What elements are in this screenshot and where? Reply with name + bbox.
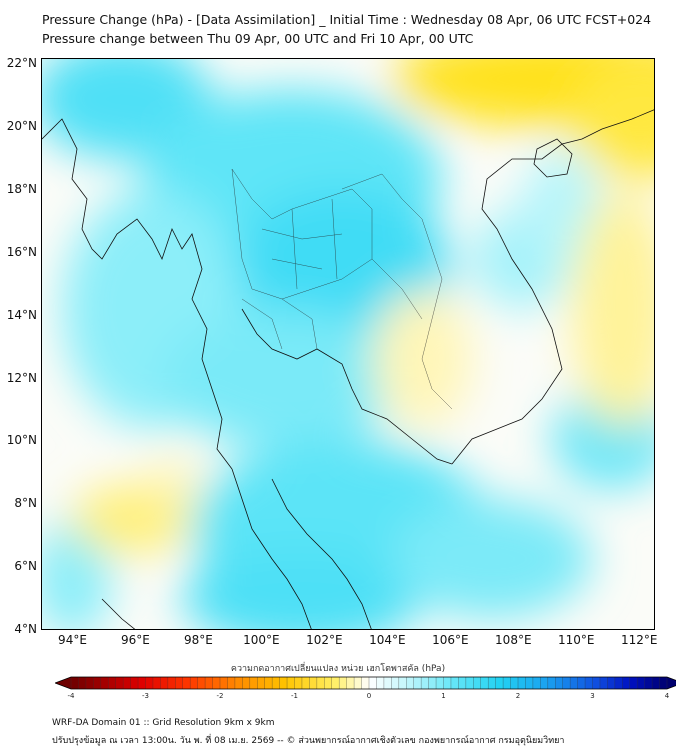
lon-tick-label: 96°E (121, 633, 150, 647)
colorbar-tick-label: 1 (441, 692, 446, 700)
pressure-field (42, 59, 654, 629)
colorbar-tick-label: 4 (664, 692, 670, 700)
lon-tick-label: 106°E (432, 633, 469, 647)
footer-credit: ปรับปรุงข้อมูล ณ เวลา 13:00น. วัน พ. ที่… (52, 736, 565, 746)
footer-model-info: WRF-DA Domain 01 :: Grid Resolution 9km … (52, 718, 275, 728)
lat-tick-label: 4°N (14, 622, 37, 636)
lon-tick-label: 110°E (558, 633, 595, 647)
lat-tick-label: 16°N (6, 244, 37, 259)
colorbar-min-arrow (55, 677, 71, 689)
lat-tick-label: 14°N (6, 307, 37, 322)
map-canvas (42, 59, 654, 629)
lat-tick-label: 6°N (14, 559, 37, 574)
colorbar-tick-label: 3 (590, 692, 595, 700)
colorbar-tick-label: -1 (291, 692, 298, 700)
lon-tick-label: 108°E (495, 633, 532, 647)
province-borders (231, 168, 453, 410)
colorbar-tick-label: 2 (515, 692, 521, 700)
map-title: Pressure Change (hPa) - [Data Assimilati… (42, 12, 652, 27)
lat-tick-label: 10°N (6, 433, 37, 448)
lat-tick-label: 12°N (6, 370, 37, 385)
colorbar (55, 676, 676, 690)
colorbar-tick-label: -4 (67, 692, 75, 700)
lon-tick-label: 100°E (243, 633, 280, 647)
coastlines (42, 109, 654, 629)
colorbar-label: ความกดอากาศเปลี่ยนแปลง หน่วย เฮกโตพาสคัล… (230, 664, 446, 674)
colorbar-tick-label: -3 (142, 692, 149, 700)
colorbar-max-arrow (667, 677, 676, 689)
lat-tick-label: 20°N (6, 119, 37, 134)
lat-tick-label: 8°N (14, 496, 37, 511)
colorbar-tick-label: -2 (216, 692, 224, 700)
lat-tick-label: 18°N (6, 182, 37, 196)
lon-tick-label: 98°E (183, 633, 213, 647)
lat-tick-label: 22°N (6, 56, 37, 71)
map-subtitle: Pressure change between Thu 09 Apr, 00 U… (42, 31, 474, 46)
colorbar-tick-label: 0 (366, 692, 372, 700)
lon-tick-label: 102°E (306, 633, 343, 647)
lon-tick-label: 112°E (621, 633, 658, 647)
lon-tick-label: 94°E (58, 633, 87, 647)
lon-tick-label: 104°E (369, 633, 406, 647)
pressure-change-map (41, 58, 655, 630)
